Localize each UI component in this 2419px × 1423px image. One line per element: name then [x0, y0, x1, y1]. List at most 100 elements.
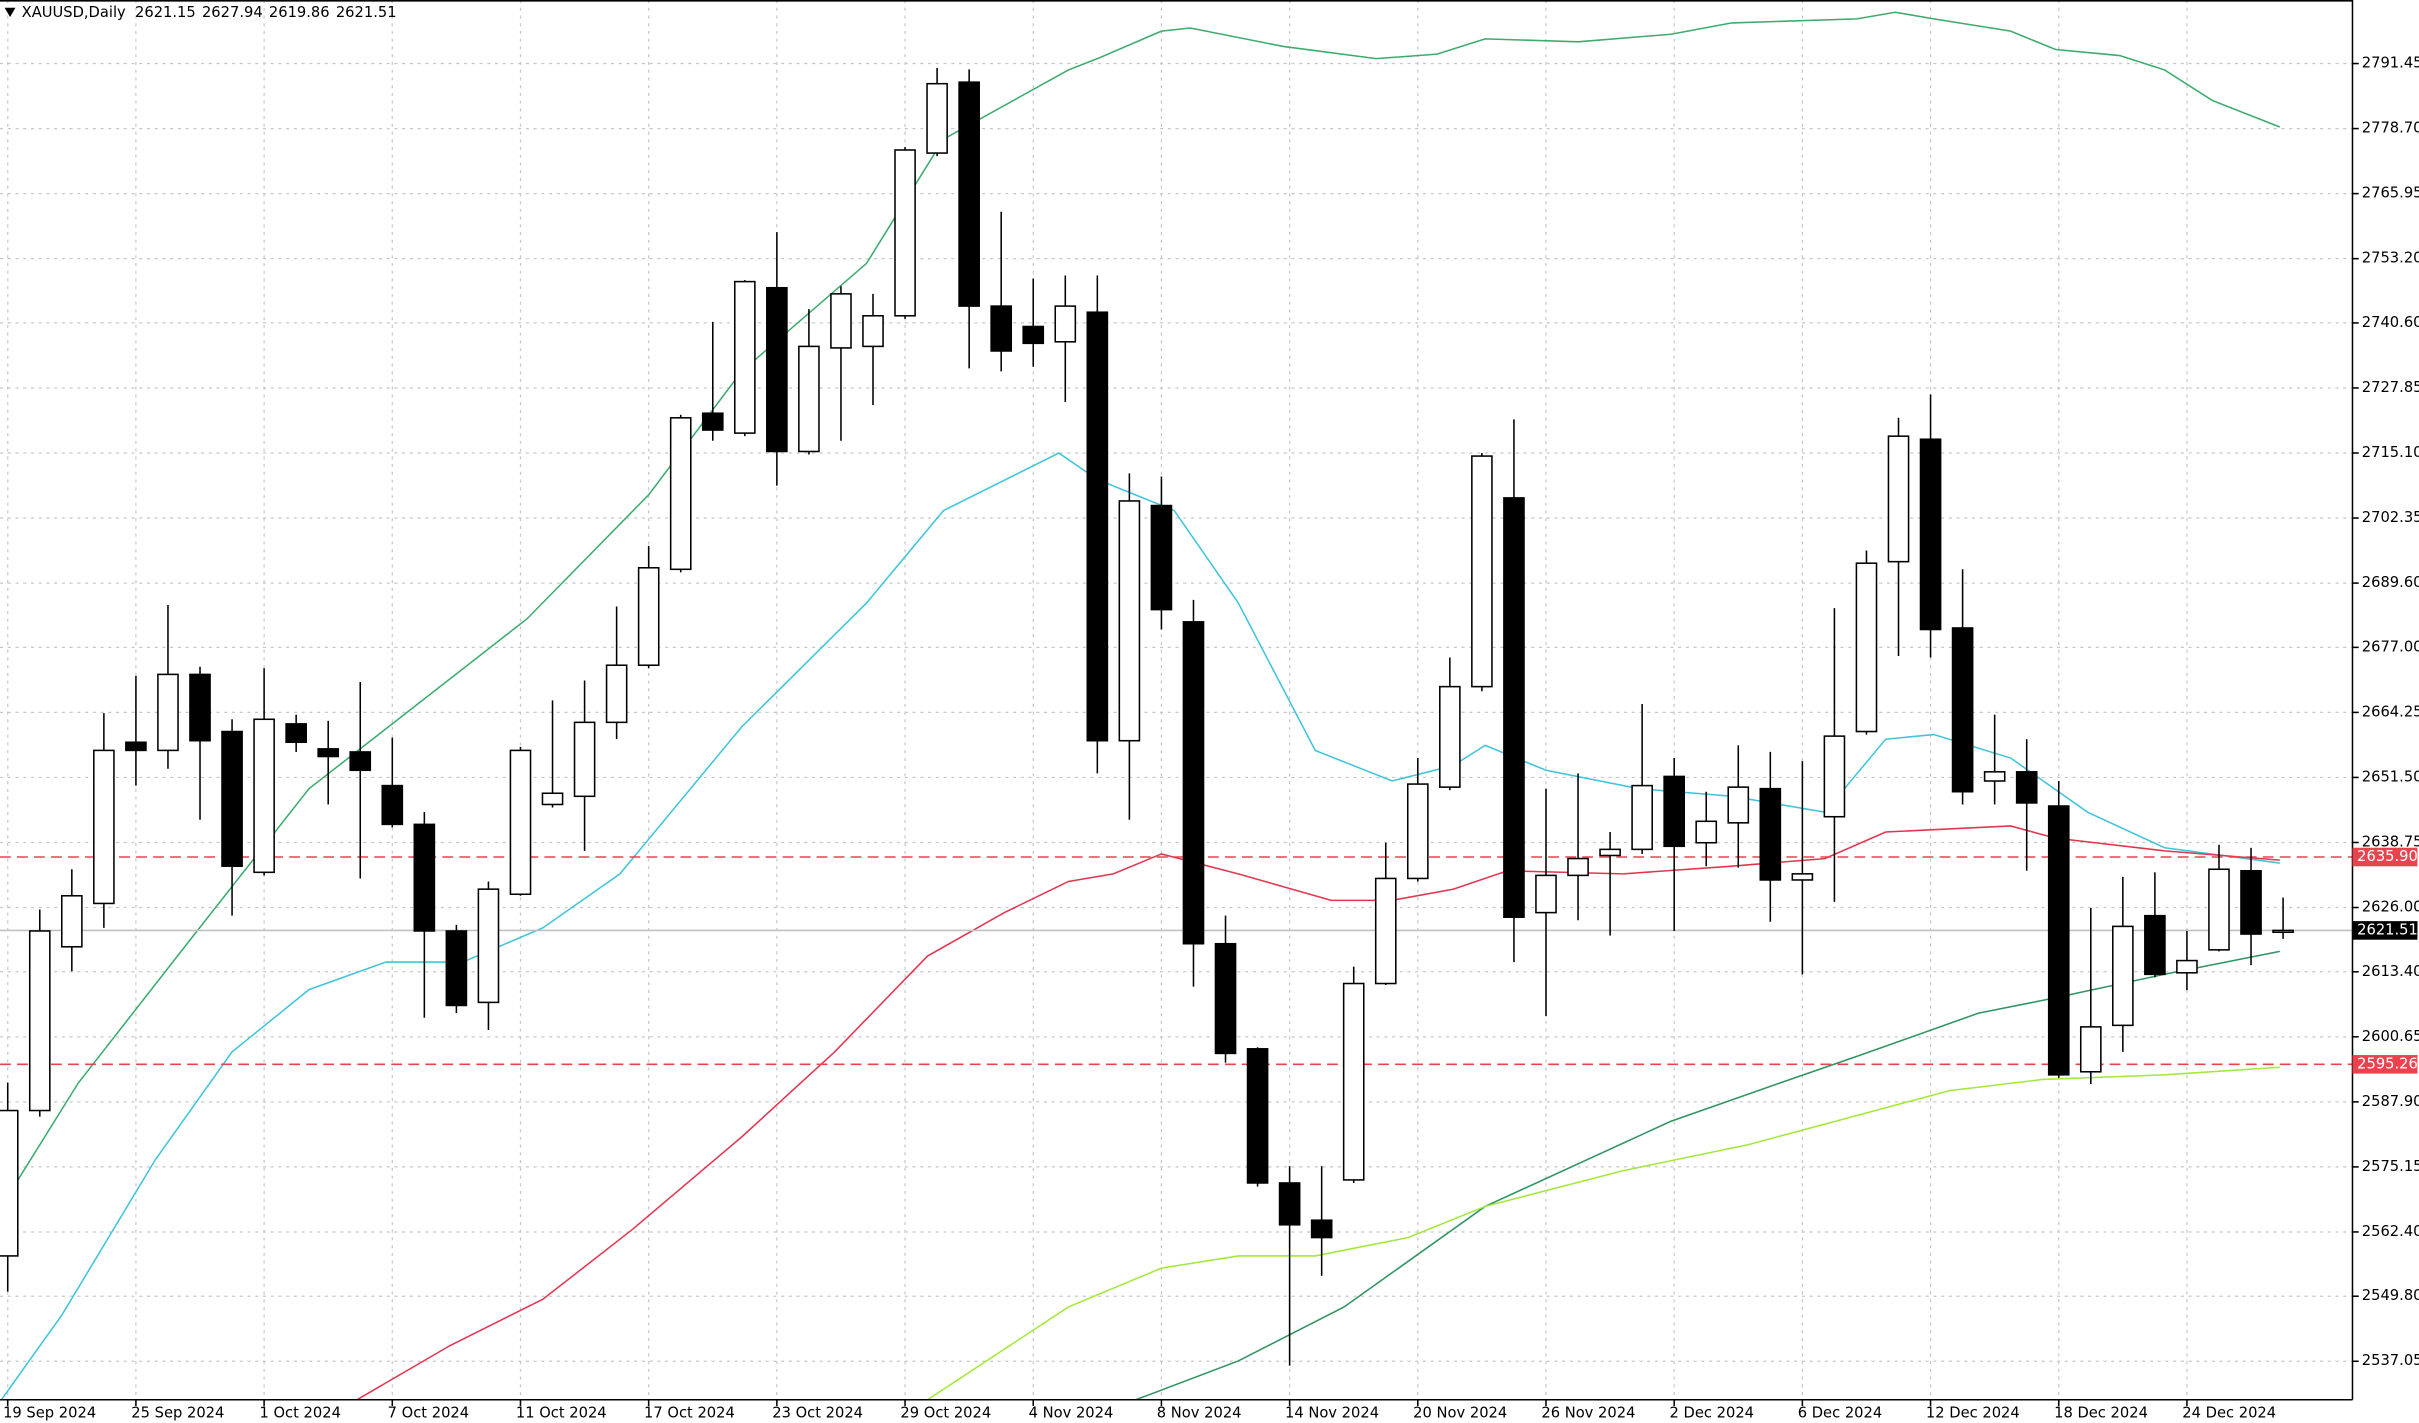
- candle-body: [926, 82, 948, 154]
- candle-body: [990, 305, 1013, 352]
- candle-body: [1535, 874, 1557, 914]
- x-tick-label: 1 Oct 2024: [259, 1405, 340, 1422]
- x-tick-label: 29 Oct 2024: [900, 1405, 991, 1422]
- x-tick-label: 2 Dec 2024: [1670, 1405, 1754, 1422]
- candle-body: [605, 664, 628, 724]
- candle-body: [221, 730, 243, 867]
- header-high: 2627.94: [202, 4, 263, 21]
- candle-body: [189, 673, 211, 742]
- x-tick-label: 17 Oct 2024: [644, 1405, 735, 1422]
- candle-body: [1471, 455, 1493, 688]
- candle-body: [1342, 982, 1365, 1181]
- y-tick-label: 2638.75: [2362, 833, 2419, 850]
- candle-body: [1983, 771, 2006, 782]
- y-tick-label: 2600.65: [2362, 1028, 2419, 1045]
- candle-body: [1086, 311, 1109, 742]
- x-tick-label: 19 Sep 2024: [3, 1405, 96, 1422]
- candle-body: [2208, 868, 2230, 951]
- candle-body: [1406, 783, 1429, 880]
- indicator-line: [356, 825, 2280, 1400]
- candle-body: [349, 751, 372, 772]
- candle-body: [1439, 685, 1461, 788]
- candle-body: [1823, 735, 1846, 818]
- x-tick-label: 11 Oct 2024: [516, 1405, 607, 1422]
- y-tick-label: 2740.60: [2362, 314, 2419, 331]
- price-level-box: [2352, 847, 2418, 867]
- indicators: [0, 11, 2353, 1400]
- candle-body: [701, 412, 724, 431]
- candle-body: [733, 280, 756, 434]
- candle-body: [2015, 771, 2038, 804]
- candles: [0, 67, 2294, 1366]
- grid: [0, 0, 2353, 1400]
- x-tick-label: 8 Nov 2024: [1157, 1405, 1242, 1422]
- y-tick-label: 2765.95: [2362, 185, 2419, 202]
- y-tick-label: 2677.00: [2362, 638, 2419, 655]
- candle-body: [413, 823, 436, 932]
- chart-header: XAUUSD,Daily 2621.15 2627.94 2619.86 2621.51: [22, 4, 397, 21]
- candle-body: [0, 1109, 19, 1257]
- price-level-box: [2352, 921, 2418, 940]
- price-level-box: [2352, 1055, 2418, 1074]
- candle-body: [1278, 1182, 1301, 1226]
- candle-body: [1054, 305, 1077, 343]
- candle-body: [1214, 942, 1237, 1055]
- x-tick-label: 18 Dec 2024: [2054, 1405, 2148, 1422]
- y-tick-label: 2549.80: [2362, 1287, 2419, 1304]
- candle-body: [1663, 775, 1686, 848]
- price-level-label: 2621.51: [2357, 921, 2418, 938]
- candle-body: [1759, 787, 1782, 881]
- candle-body: [1246, 1048, 1269, 1184]
- candle-body: [637, 567, 660, 666]
- candle-body: [2112, 925, 2134, 1027]
- candle-body: [2144, 914, 2166, 976]
- candle-body: [2272, 929, 2294, 934]
- candle-body: [125, 741, 147, 752]
- candle-body: [798, 345, 820, 453]
- candle-body: [1567, 857, 1589, 877]
- y-tick-label: 2702.35: [2362, 509, 2419, 526]
- y-tick-label: 2613.40: [2362, 963, 2419, 980]
- menu-triangle: [4, 7, 16, 18]
- candle-body: [93, 749, 115, 905]
- candle-body: [253, 718, 275, 874]
- y-tick-label: 2537.05: [2362, 1352, 2419, 1369]
- candle-body: [1022, 325, 1045, 345]
- x-tick-label: 4 Nov 2024: [1029, 1405, 1114, 1422]
- header-low: 2619.86: [269, 4, 330, 21]
- x-tick-label: 12 Dec 2024: [1926, 1405, 2020, 1422]
- candle-body: [862, 315, 884, 348]
- candle-body: [381, 784, 404, 826]
- indicator-line: [0, 11, 2281, 1207]
- x-tick-label: 23 Oct 2024: [772, 1405, 863, 1422]
- candle-body: [477, 888, 500, 1004]
- x-tick-label: 24 Dec 2024: [2182, 1405, 2276, 1422]
- candle-body: [2047, 805, 2070, 1076]
- candle-body: [285, 723, 307, 744]
- price-level-label: 2635.90: [2357, 848, 2418, 865]
- candle-body: [317, 748, 340, 758]
- axis-labels: 2791.45 2778.70 2765.95 2753.20 2740.60 2727.…: [3, 55, 2419, 1422]
- y-tick-label: 2575.15: [2362, 1158, 2419, 1175]
- y-tick-label: 2753.20: [2362, 250, 2419, 267]
- candle-body: [573, 721, 596, 798]
- candle-body: [830, 293, 852, 349]
- candle-body: [1631, 784, 1653, 851]
- candle-body: [2176, 959, 2198, 974]
- candle-body: [1310, 1219, 1333, 1239]
- symbol: XAUUSD,Daily: [22, 4, 126, 21]
- candle-body: [1727, 786, 1750, 824]
- y-tick-label: 2562.40: [2362, 1223, 2419, 1240]
- candle-body: [28, 930, 51, 1112]
- x-tick-label: 26 Nov 2024: [1541, 1405, 1635, 1422]
- x-tick-label: 6 Dec 2024: [1798, 1405, 1882, 1422]
- y-tick-label: 2791.45: [2362, 55, 2419, 72]
- y-tick-label: 2715.10: [2362, 444, 2419, 461]
- indicator-line: [927, 1066, 2280, 1400]
- candle-body: [766, 286, 788, 453]
- candle-body: [1951, 627, 1974, 793]
- candle-body: [1887, 435, 1910, 563]
- indicator-line: [0, 452, 2280, 1400]
- y-tick-label: 2626.00: [2362, 899, 2419, 916]
